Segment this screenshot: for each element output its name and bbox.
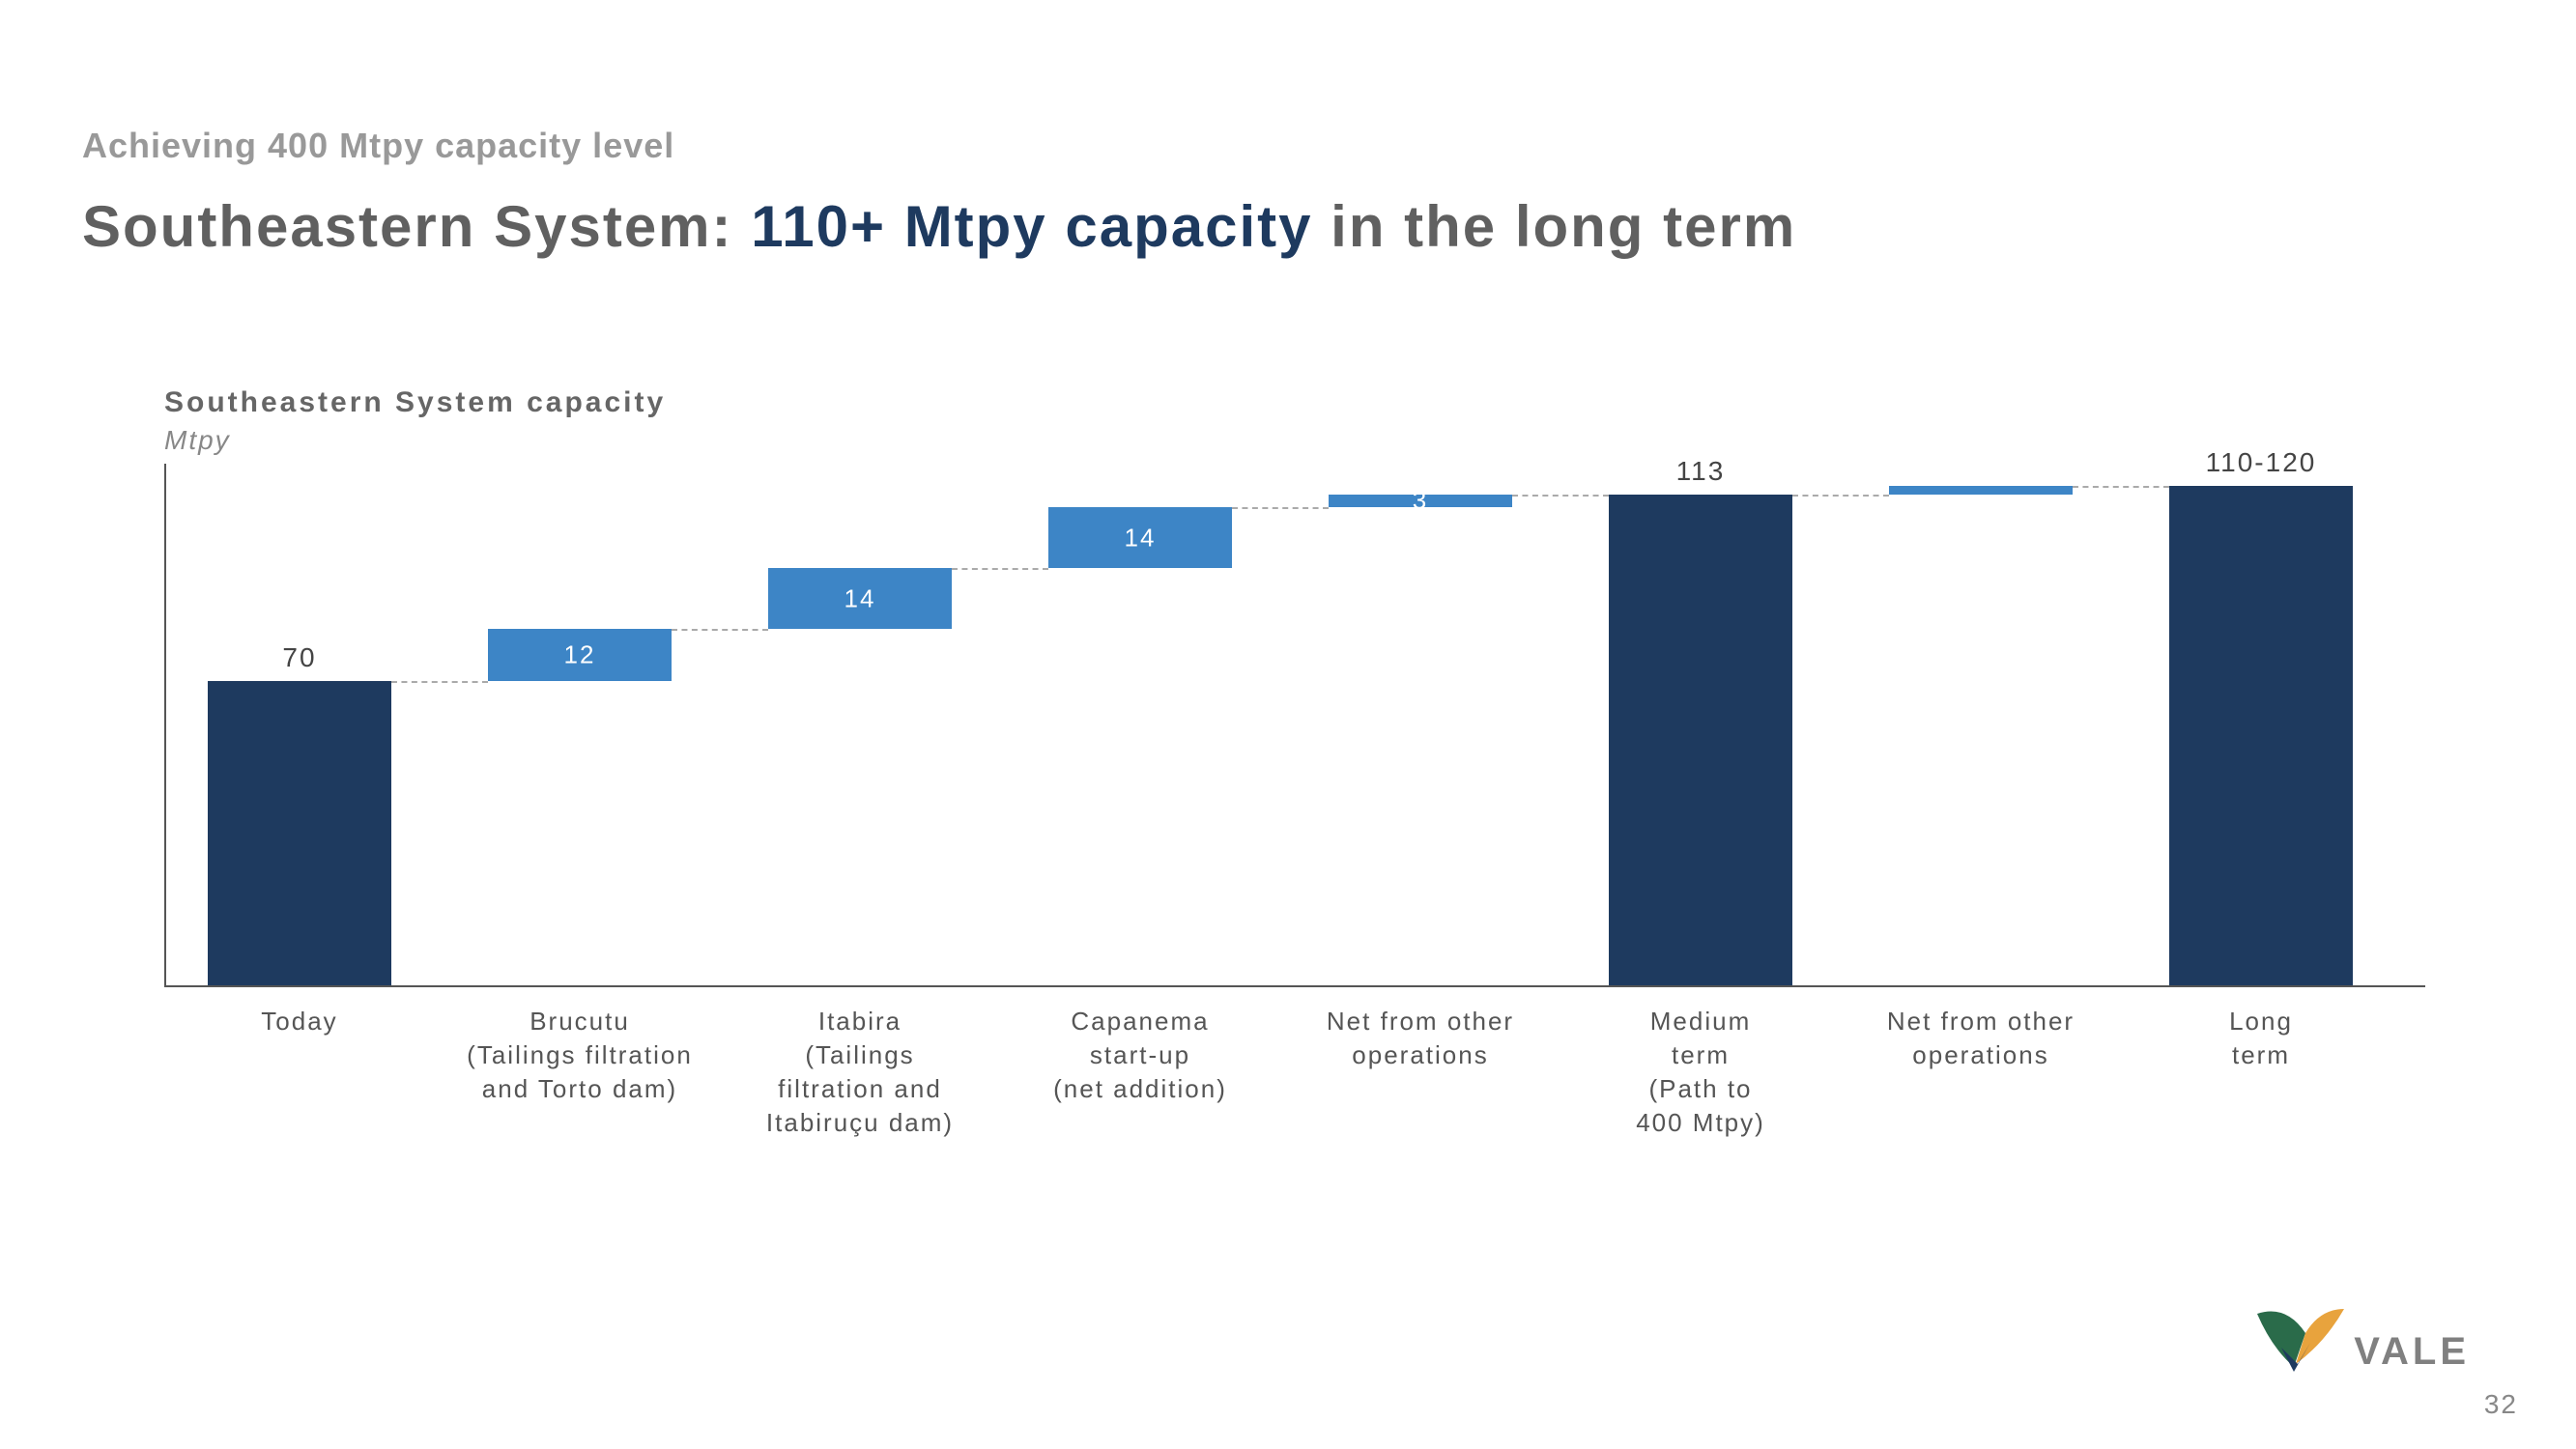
title-prefix: Southeastern System: bbox=[82, 194, 751, 259]
eyebrow-text: Achieving 400 Mtpy capacity level bbox=[82, 126, 674, 166]
vale-logo-text: VALE bbox=[2354, 1330, 2470, 1374]
delta-bar: 3 bbox=[1329, 495, 1512, 508]
x-axis-label: Brucutu(Tailings filtrationand Torto dam… bbox=[444, 1005, 715, 1106]
connector-line bbox=[1232, 507, 1329, 509]
x-axis-label: Mediumterm(Path to400 Mtpy) bbox=[1565, 1005, 1836, 1140]
connector-line bbox=[952, 568, 1048, 570]
connector-line bbox=[391, 681, 488, 683]
total-bar bbox=[1609, 495, 1792, 986]
total-bar bbox=[208, 681, 391, 985]
bar-value-label: 3 bbox=[1413, 486, 1428, 516]
delta-bar: 14 bbox=[768, 568, 952, 629]
delta-bar bbox=[1889, 486, 2073, 495]
page-title: Southeastern System: 110+ Mtpy capacity … bbox=[82, 193, 1796, 260]
page-number: 32 bbox=[2484, 1389, 2518, 1420]
bar-value-label: 110-120 bbox=[2206, 447, 2317, 478]
chart-unit: Mtpy bbox=[164, 425, 231, 456]
bar-value-label: 113 bbox=[1676, 456, 1726, 487]
connector-line bbox=[2073, 486, 2169, 488]
x-axis-label: Net from otheroperations bbox=[1846, 1005, 2116, 1072]
x-axis-label: Itabira(Tailingsfiltration andItabiruçu … bbox=[725, 1005, 995, 1140]
connector-line bbox=[1792, 495, 1889, 497]
title-accent: 110+ Mtpy capacity bbox=[751, 194, 1312, 259]
total-bar bbox=[2169, 486, 2353, 986]
title-suffix: in the long term bbox=[1313, 194, 1797, 259]
bar-value-label: 12 bbox=[564, 640, 596, 670]
x-axis-label: Longterm bbox=[2126, 1005, 2396, 1072]
connector-line bbox=[672, 629, 768, 631]
delta-bar: 14 bbox=[1048, 507, 1232, 568]
waterfall-chart: 701214143113110-120 bbox=[164, 464, 2425, 1014]
y-axis bbox=[164, 464, 166, 985]
delta-bar: 12 bbox=[488, 629, 672, 681]
x-axis bbox=[164, 985, 2425, 987]
connector-line bbox=[1512, 495, 1609, 497]
x-axis-label: Net from otheroperations bbox=[1285, 1005, 1556, 1072]
bar-value-label: 70 bbox=[282, 642, 316, 673]
x-axis-label: Today bbox=[164, 1005, 435, 1038]
bar-value-label: 14 bbox=[844, 583, 876, 613]
chart-title: Southeastern System capacity bbox=[164, 386, 666, 419]
bar-value-label: 14 bbox=[1125, 523, 1157, 553]
vale-logo: VALE bbox=[2247, 1294, 2470, 1381]
x-axis-label: Capanemastart-up(net addition) bbox=[1005, 1005, 1275, 1106]
